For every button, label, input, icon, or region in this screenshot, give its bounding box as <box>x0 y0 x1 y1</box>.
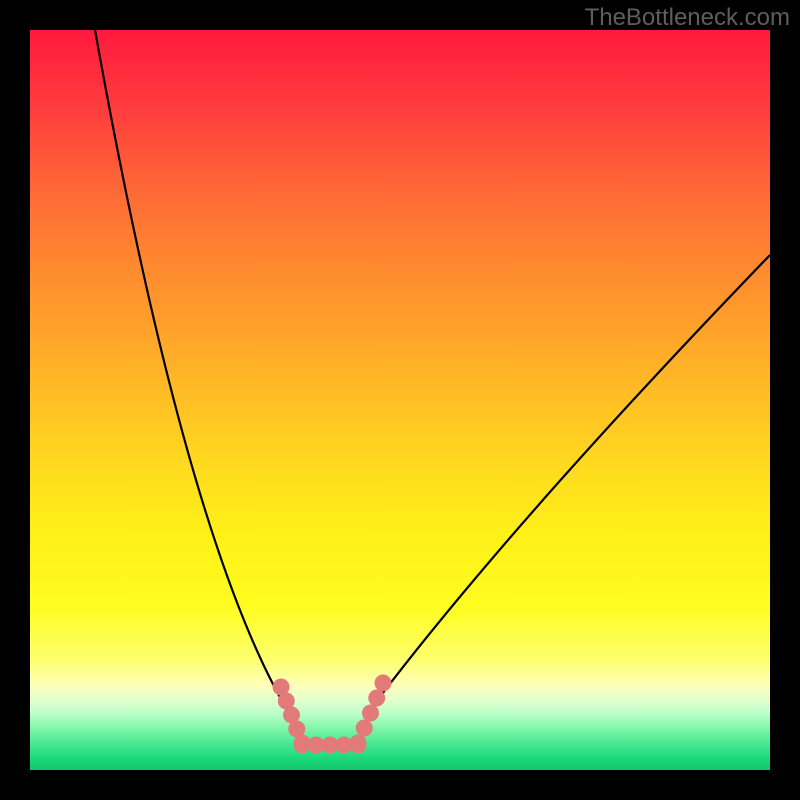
curve-left-branch <box>95 30 292 718</box>
plot-area <box>30 30 770 770</box>
watermark-text: TheBottleneck.com <box>585 4 790 32</box>
chart-svg <box>30 30 770 770</box>
overlay-dots-right <box>350 675 392 752</box>
frame-left <box>0 0 30 800</box>
frame-bottom <box>0 770 800 800</box>
frame-right <box>770 0 800 800</box>
curve-right-branch <box>364 255 770 718</box>
